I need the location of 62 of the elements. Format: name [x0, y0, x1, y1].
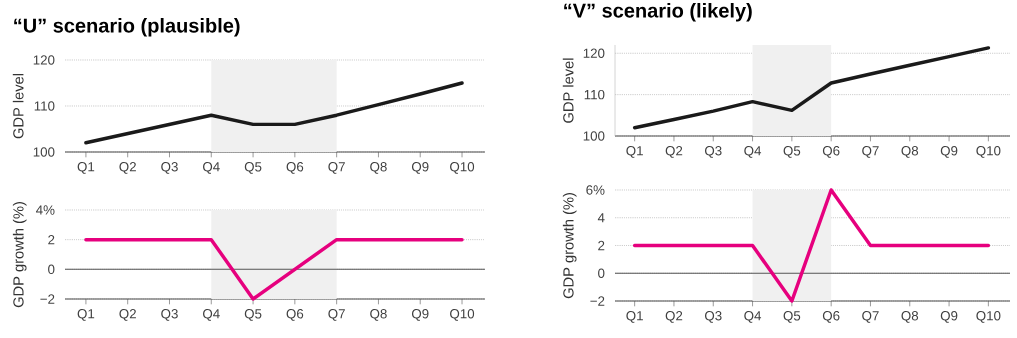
x-tick-label: Q2 [665, 311, 683, 323]
y-axis-title: GDP level [562, 58, 574, 123]
x-tick-label: Q10 [450, 309, 475, 321]
y-axis-title: GDP level [12, 73, 24, 139]
x-tick-label: Q8 [370, 162, 387, 174]
x-tick-label: Q1 [626, 146, 643, 158]
x-tick-label: Q9 [411, 162, 429, 174]
line-series [632, 46, 991, 130]
y-tick-label: 0 [48, 264, 55, 275]
x-tick-label: Q4 [203, 162, 220, 174]
x-tick-label: Q10 [450, 162, 475, 174]
x-tick-label: Q6 [286, 162, 304, 174]
x-tick-label: Q6 [822, 311, 840, 323]
x-tick-label: Q10 [976, 146, 1001, 158]
x-tick-label: Q1 [626, 311, 643, 323]
y-tick-label: 2 [598, 240, 605, 251]
x-tick-label: Q5 [244, 309, 262, 321]
y-axis-title: GDP growth (%) [12, 202, 27, 308]
y-tick-label: 4% [36, 205, 55, 215]
x-tick-label: Q7 [862, 146, 879, 158]
x-tick-label: Q1 [77, 309, 95, 321]
x-tick-label: Q4 [744, 146, 762, 158]
x-tick-label: Q2 [119, 162, 136, 174]
x-tick-label: Q7 [328, 309, 345, 321]
x-tick-label: Q1 [77, 162, 95, 174]
x-tick-label: Q8 [901, 146, 919, 158]
chart-title: “V” scenario (likely) [564, 2, 752, 22]
y-tick-label: 110 [34, 101, 55, 111]
x-tick-label: Q8 [901, 311, 919, 323]
x-tick-label: Q9 [940, 146, 958, 158]
x-tick-label: Q7 [328, 162, 345, 174]
x-tick-label: Q6 [286, 309, 304, 321]
y-tick-label: 120 [583, 48, 605, 58]
y-tick-label: −2 [590, 296, 605, 306]
x-tick-label: Q5 [783, 311, 801, 323]
x-tick-label: Q2 [119, 309, 136, 321]
x-tick-label: Q2 [665, 146, 683, 158]
x-tick-label: Q6 [822, 146, 840, 158]
y-tick-label: 110 [584, 89, 605, 100]
x-tick-label: Q8 [370, 309, 387, 321]
x-tick-label: Q9 [940, 311, 958, 323]
y-tick-label: 2 [48, 235, 55, 245]
x-tick-label: Q5 [244, 162, 262, 174]
x-tick-label: Q4 [744, 311, 762, 323]
x-tick-label: Q7 [862, 311, 879, 323]
y-axis-title: GDP growth (%) [562, 193, 577, 299]
chart-title: “U” scenario (plausible) [14, 17, 240, 37]
x-tick-label: Q3 [161, 309, 178, 321]
y-tick-label: 6% [586, 185, 605, 195]
x-tick-label: Q4 [203, 309, 220, 321]
y-tick-label: 0 [598, 268, 605, 278]
x-tick-label: Q3 [161, 162, 178, 174]
y-tick-label: 120 [33, 55, 55, 65]
x-tick-label: Q9 [411, 309, 429, 321]
x-tick-label: Q5 [783, 146, 801, 158]
y-tick-label: 100 [583, 131, 605, 141]
x-tick-label: Q3 [704, 311, 722, 323]
y-tick-label: 100 [33, 147, 55, 157]
y-tick-label: −2 [40, 294, 55, 304]
y-tick-label: 4 [597, 213, 605, 223]
x-tick-label: Q10 [976, 311, 1001, 323]
x-tick-label: Q3 [704, 146, 722, 158]
